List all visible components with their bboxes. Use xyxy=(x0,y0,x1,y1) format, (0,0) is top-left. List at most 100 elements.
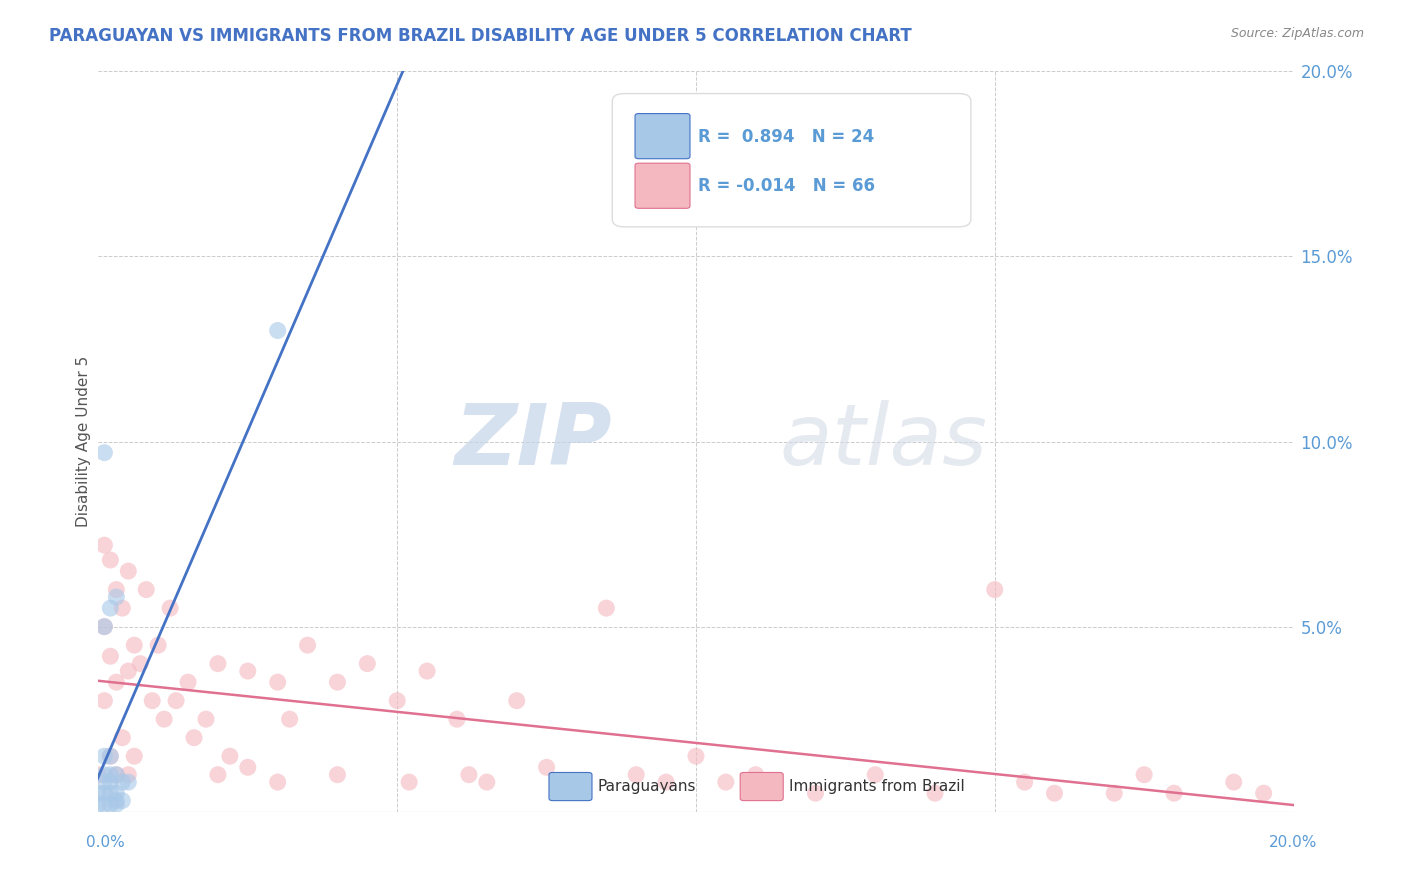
Point xyxy=(297,638,319,652)
Point xyxy=(98,749,122,764)
Point xyxy=(267,675,290,690)
Text: R = -0.014   N = 66: R = -0.014 N = 66 xyxy=(699,178,876,195)
Text: Source: ZipAtlas.com: Source: ZipAtlas.com xyxy=(1230,27,1364,40)
Point xyxy=(865,767,887,781)
Point xyxy=(93,694,115,708)
Text: Immigrants from Brazil: Immigrants from Brazil xyxy=(789,779,965,794)
Point xyxy=(93,619,115,633)
Point xyxy=(105,582,128,597)
Point xyxy=(124,638,146,652)
Point xyxy=(984,582,1007,597)
Point xyxy=(117,775,139,789)
Point xyxy=(98,786,122,800)
Point xyxy=(93,619,115,633)
Point xyxy=(148,638,170,652)
Point xyxy=(804,786,827,800)
Point xyxy=(195,712,218,726)
Point xyxy=(117,664,139,678)
Point xyxy=(141,694,163,708)
Point xyxy=(98,767,122,781)
Text: Paraguayans: Paraguayans xyxy=(598,779,696,794)
Point xyxy=(105,590,128,604)
Point xyxy=(93,767,115,781)
Point xyxy=(236,760,259,774)
Point xyxy=(117,767,139,781)
Point xyxy=(267,324,290,338)
Point xyxy=(105,794,128,808)
Point xyxy=(177,675,200,690)
Point xyxy=(87,767,110,781)
Point xyxy=(105,786,128,800)
Point xyxy=(159,601,181,615)
Point xyxy=(105,767,128,781)
Point xyxy=(1014,775,1036,789)
FancyBboxPatch shape xyxy=(636,113,690,159)
Point xyxy=(1253,786,1275,800)
Point xyxy=(93,775,115,789)
Point xyxy=(124,749,146,764)
Point xyxy=(111,601,134,615)
Point xyxy=(1223,775,1246,789)
Text: 0.0%: 0.0% xyxy=(86,836,125,850)
Point xyxy=(685,749,707,764)
Point xyxy=(267,775,290,789)
Point xyxy=(595,601,617,615)
Point xyxy=(219,749,242,764)
Point xyxy=(98,775,122,789)
Point xyxy=(924,786,946,800)
Point xyxy=(98,797,122,812)
Point xyxy=(153,712,176,726)
Point xyxy=(1104,786,1126,800)
Point xyxy=(356,657,378,671)
Point xyxy=(565,775,588,789)
Point xyxy=(129,657,152,671)
Point xyxy=(714,775,737,789)
Point xyxy=(105,675,128,690)
Text: R =  0.894   N = 24: R = 0.894 N = 24 xyxy=(699,128,875,145)
Point xyxy=(326,675,349,690)
Point xyxy=(117,564,139,578)
Point xyxy=(98,601,122,615)
Point xyxy=(165,694,187,708)
Point xyxy=(135,582,157,597)
Point xyxy=(93,786,115,800)
Point xyxy=(416,664,439,678)
Point xyxy=(98,553,122,567)
Point xyxy=(93,749,115,764)
Point xyxy=(183,731,205,745)
Point xyxy=(111,731,134,745)
Point xyxy=(626,767,648,781)
Point xyxy=(207,767,229,781)
Text: PARAGUAYAN VS IMMIGRANTS FROM BRAZIL DISABILITY AGE UNDER 5 CORRELATION CHART: PARAGUAYAN VS IMMIGRANTS FROM BRAZIL DIS… xyxy=(49,27,912,45)
Point xyxy=(506,694,529,708)
Point xyxy=(93,797,115,812)
Point xyxy=(105,797,128,812)
Point xyxy=(236,664,259,678)
Point xyxy=(98,649,122,664)
Point xyxy=(278,712,301,726)
Point xyxy=(458,767,481,781)
Point xyxy=(385,694,409,708)
Text: 20.0%: 20.0% xyxy=(1270,836,1317,850)
FancyBboxPatch shape xyxy=(548,772,592,801)
Point xyxy=(1163,786,1185,800)
Point xyxy=(105,767,128,781)
Point xyxy=(655,775,678,789)
Point xyxy=(87,797,110,812)
FancyBboxPatch shape xyxy=(636,163,690,209)
Point xyxy=(475,775,498,789)
Point xyxy=(87,786,110,800)
Y-axis label: Disability Age Under 5: Disability Age Under 5 xyxy=(76,356,91,527)
Point xyxy=(446,712,468,726)
Point xyxy=(398,775,420,789)
Point xyxy=(1043,786,1066,800)
FancyBboxPatch shape xyxy=(740,772,783,801)
FancyBboxPatch shape xyxy=(613,94,972,227)
Point xyxy=(1133,767,1156,781)
Text: atlas: atlas xyxy=(779,400,987,483)
Point xyxy=(536,760,558,774)
Point xyxy=(111,794,134,808)
Point xyxy=(207,657,229,671)
Point xyxy=(111,775,134,789)
Point xyxy=(745,767,768,781)
